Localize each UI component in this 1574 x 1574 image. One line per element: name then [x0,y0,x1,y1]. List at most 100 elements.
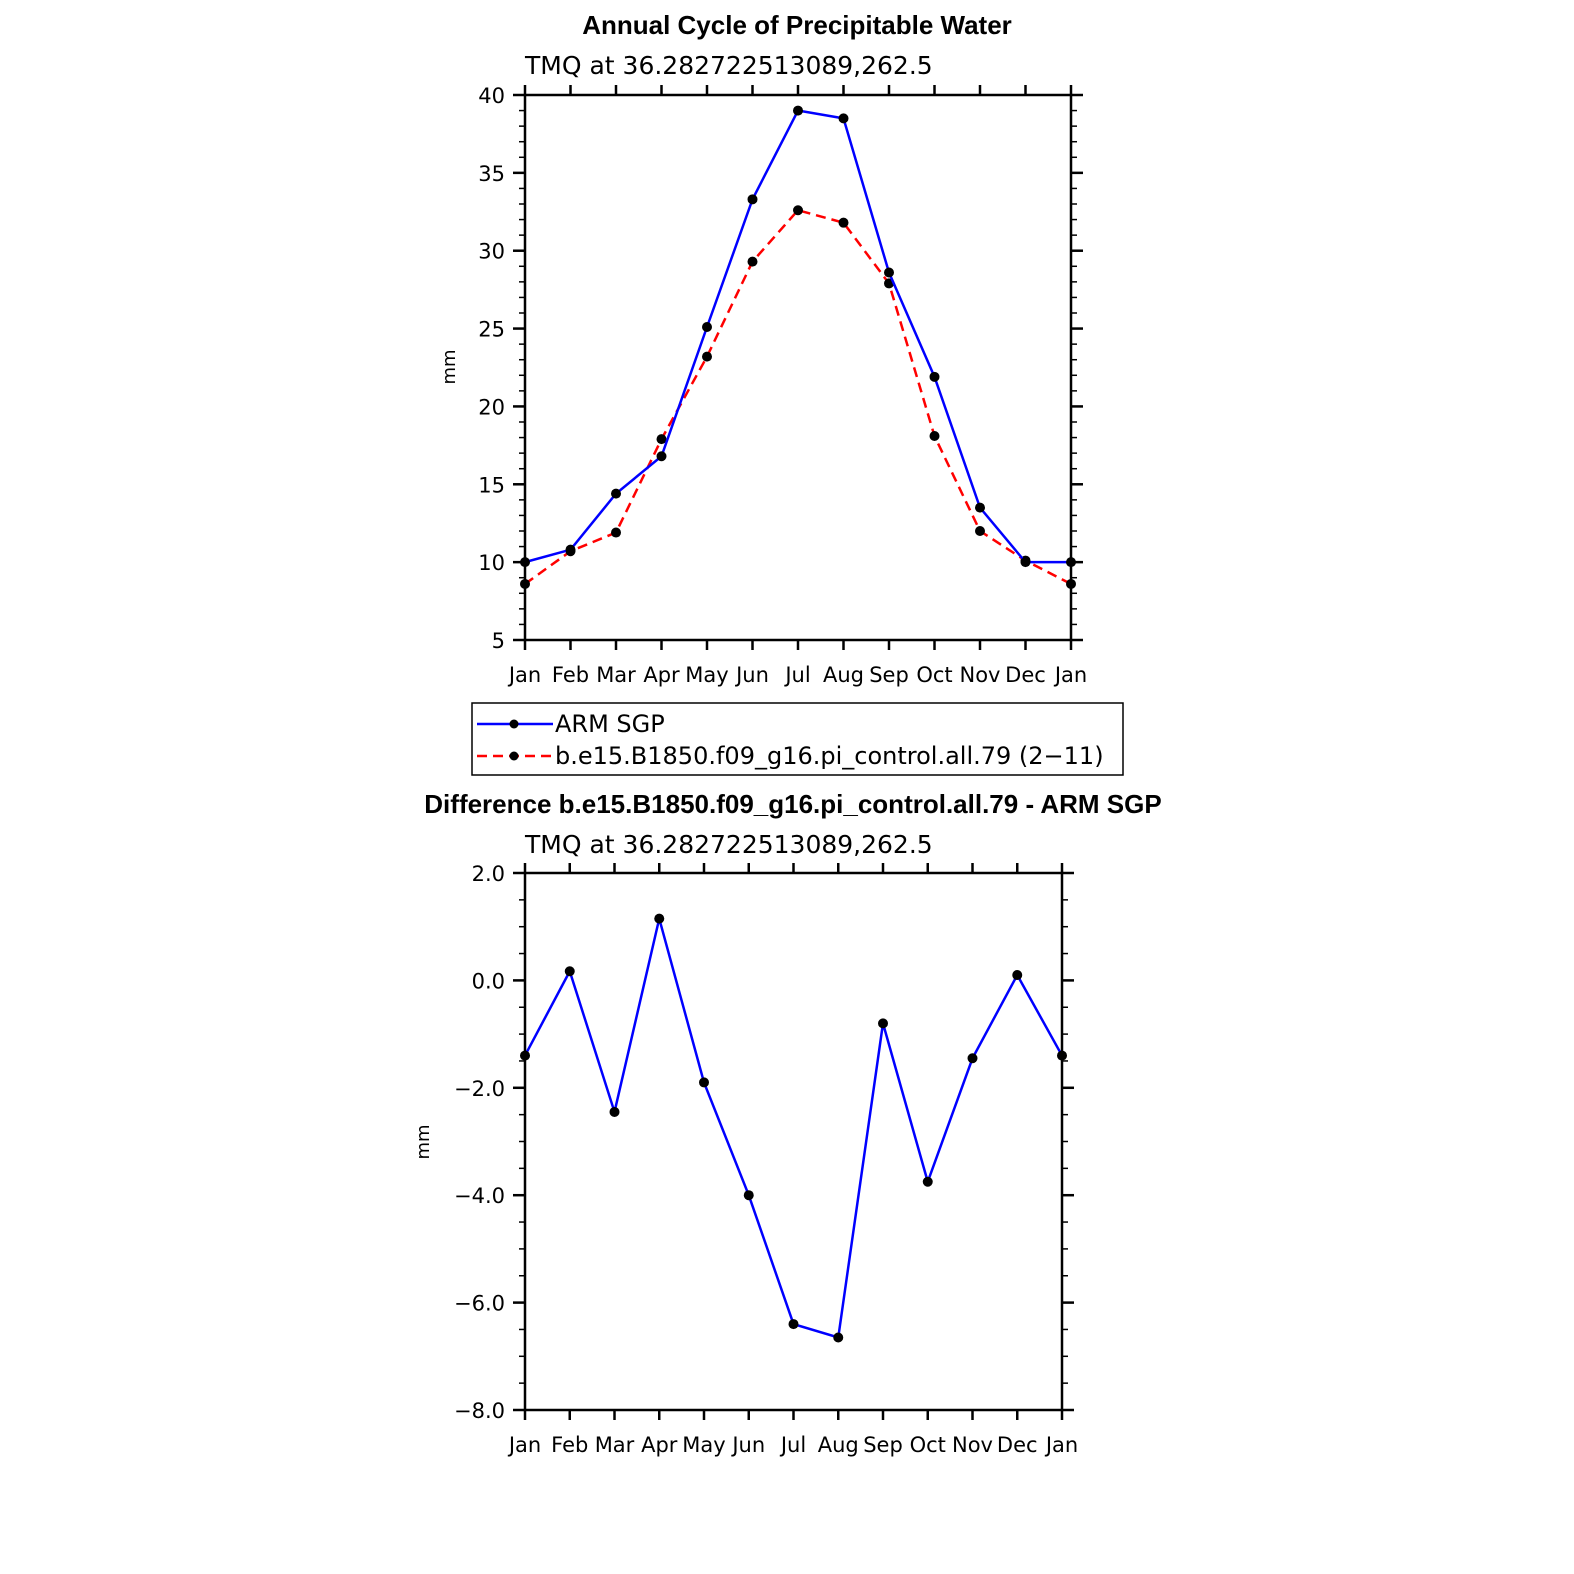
data-point [1020,557,1031,568]
legend-label-model: b.e15.B1850.f09_g16.pi_control.all.79 (2… [555,742,1104,770]
legend-label-arm-sgp: ARM SGP [555,710,665,738]
plot-frame [523,871,1064,1412]
data-point [922,1176,933,1187]
data-point [975,526,985,536]
x-tick-label: Nov [960,663,1001,687]
plot-axes [513,863,1074,1420]
x-tick-labels: Jan Feb Mar Apr May Jun Jul Aug Sep Oct Nov Dec Jan [507,663,1087,687]
x-tick-label: Apr [643,663,680,687]
legend-marker-model [509,751,519,761]
legend-marker-arm-sgp [509,719,519,729]
data-point [565,544,576,555]
y-tick-label: −4.0 [454,1184,505,1208]
chart-title: Difference b.e15.B1850.f09_g16.pi_contro… [424,789,1161,819]
x-tick-label: Oct [916,663,952,687]
data-point [929,431,940,442]
data-point [611,527,621,538]
legend: ARM SGP b.e15.B1850.f09_g16.pi_control.a… [471,702,1124,776]
x-tick-label: Jun [730,1433,765,1457]
x-tick-label: Dec [997,1433,1038,1457]
x-tick-label: Mar [595,1433,635,1457]
data-point [975,502,985,513]
y-tick-label: −2.0 [454,1077,505,1101]
data-point [1066,557,1076,568]
data-point [654,913,665,924]
chart-subtitle: TMQ at 36.282722513089,262.5 [524,830,933,859]
x-tick-label: Apr [641,1433,678,1457]
data-point [1057,1050,1067,1061]
x-tick-label: Dec [1005,663,1046,687]
x-tick-label: Jan [507,1433,541,1457]
x-tick-labels: Jan Feb Mar Apr May Jun Jul Aug Sep Oct Nov Dec Jan [507,1433,1078,1457]
data-point [609,1106,620,1117]
y-tick-label: 15 [478,473,505,497]
series-line [524,109,1071,564]
x-tick-label: May [685,663,728,687]
y-tick-label: 5 [492,629,505,653]
series-line [523,918,1064,1340]
y-axis-label: mm [439,349,460,384]
data-point [878,1018,888,1029]
x-tick-label: Nov [952,1433,993,1457]
y-tick-label: 40 [478,84,505,108]
y-tick-label: −6.0 [454,1292,505,1316]
data-point [884,267,894,278]
data-point [838,113,849,124]
x-tick-label: Feb [552,663,589,687]
plot-frame [523,93,1073,642]
difference-panel: Difference b.e15.B1850.f09_g16.pi_contro… [413,789,1162,1457]
y-tick-label: 35 [478,162,505,186]
x-tick-label: May [682,1433,725,1457]
data-point [967,1053,978,1064]
data-point [838,217,849,228]
x-tick-label: Jan [1044,1433,1078,1457]
y-tick-label: 10 [478,551,505,575]
data-point [929,371,940,382]
x-tick-label: Aug [818,1433,859,1457]
data-point [611,488,621,499]
data-point [520,557,530,568]
x-tick-label: Jan [507,663,541,687]
x-tick-label: Mar [596,663,636,687]
data-point [564,966,575,977]
x-tick-label: Sep [869,663,909,687]
chart-title: Annual Cycle of Precipitable Water [582,10,1012,40]
plot-series [520,105,1076,589]
x-tick-label: Jan [1053,663,1087,687]
data-point [520,1050,530,1061]
y-tick-labels: 5 10 15 20 25 30 35 40 [478,84,505,653]
data-point [788,1319,799,1330]
data-point [743,1190,754,1201]
plot-axes [513,85,1083,650]
series-line [524,208,1072,586]
y-tick-label: 30 [478,240,505,264]
data-point [702,351,712,362]
y-tick-label: 20 [478,395,505,419]
legend-box [471,702,1124,776]
data-point [699,1077,709,1088]
data-point [747,194,758,205]
x-tick-label: Jul [779,1433,806,1457]
annual-cycle-panel: Annual Cycle of Precipitable Water TMQ a… [439,10,1087,687]
y-tick-label: −8.0 [454,1399,505,1423]
y-tick-label: 2.0 [472,862,505,886]
x-tick-label: Jun [734,663,769,687]
data-point [747,256,758,267]
y-tick-labels: −8.0 −6.0 −4.0 −2.0 0.0 2.0 [454,862,505,1423]
data-point [520,578,530,589]
data-point [833,1332,844,1343]
data-point [656,451,667,462]
x-tick-label: Sep [863,1433,903,1457]
y-tick-label: 25 [478,318,505,342]
data-point [656,434,667,445]
chart-subtitle: TMQ at 36.282722513089,262.5 [524,51,933,80]
y-tick-label: 0.0 [472,969,505,993]
x-tick-label: Feb [551,1433,588,1457]
y-axis-label: mm [413,1124,434,1159]
x-tick-label: Oct [910,1433,946,1457]
data-point [702,322,712,333]
data-point [793,105,803,116]
x-tick-label: Jul [783,663,810,687]
data-point [1066,578,1076,589]
